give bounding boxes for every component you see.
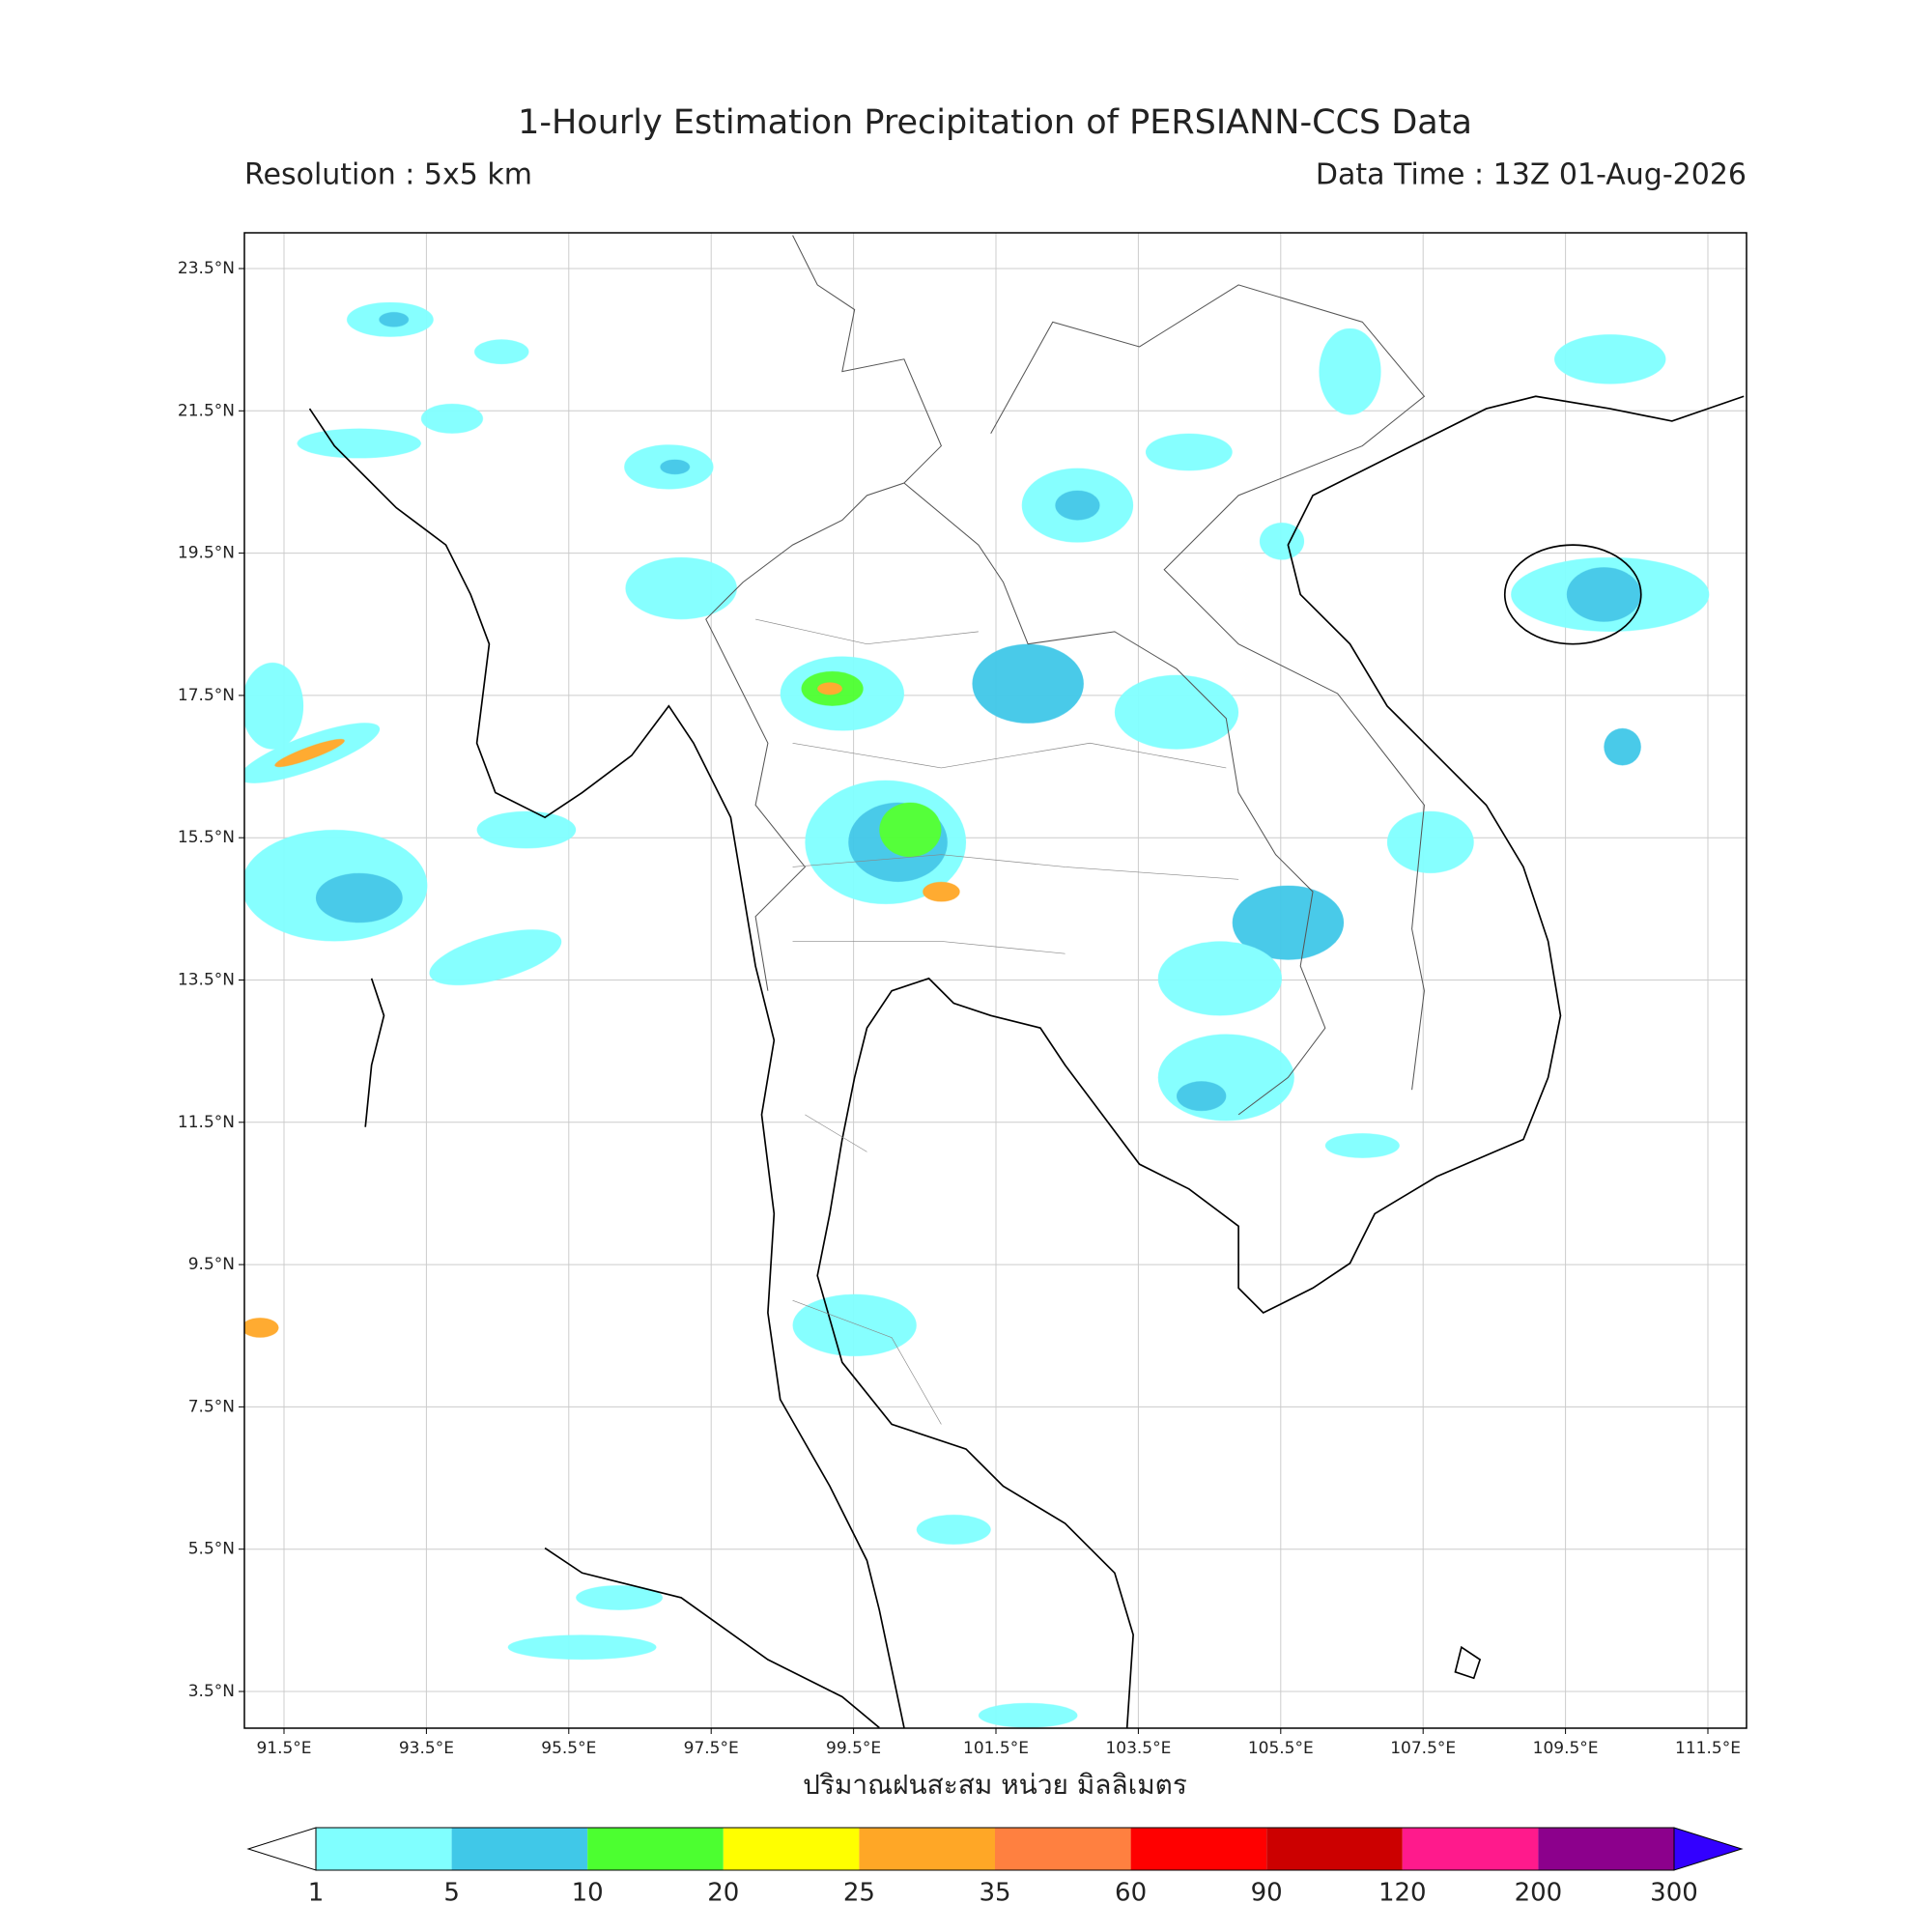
lon-tick-label: 97.5°E	[684, 1739, 739, 1758]
colorbar-tick-label: 5	[443, 1879, 460, 1908]
colorbar-segment	[316, 1828, 452, 1870]
lat-tick-label: 15.5°N	[178, 828, 235, 847]
colorbar-segment	[451, 1828, 588, 1870]
colorbar-under	[246, 1827, 317, 1871]
colorbar-tick-label: 90	[1251, 1879, 1283, 1908]
lat-tick-label: 5.5°N	[188, 1540, 235, 1559]
colorbar-frame	[315, 1827, 1675, 1871]
lat-tick-label: 17.5°N	[178, 686, 235, 705]
lon-tick-label: 101.5°E	[963, 1739, 1029, 1758]
resolution: Resolution : 5x5 km	[244, 158, 532, 192]
island	[1454, 1645, 1482, 1680]
colorbar: 1 5 10 20 25 35 60 90 120 200 300	[246, 1827, 1744, 1908]
lon-tick-label: 105.5°E	[1248, 1739, 1314, 1758]
lat-tick-label: 23.5°N	[178, 259, 235, 278]
colorbar-segment	[1130, 1828, 1267, 1870]
coastline	[816, 395, 1745, 1728]
lon-tick-label: 99.5°E	[826, 1739, 881, 1758]
coastline	[308, 408, 905, 1728]
border	[990, 284, 1426, 1091]
colorbar-tick-label: 20	[707, 1879, 739, 1908]
colorbar-tick-label: 300	[1650, 1879, 1698, 1908]
title: 1-Hourly Estimation Precipitation of PER…	[518, 103, 1472, 142]
border	[705, 235, 943, 991]
colorbar-segment	[1402, 1828, 1539, 1870]
colorbar-over	[1673, 1827, 1744, 1871]
lat-tick-label: 7.5°N	[188, 1397, 235, 1416]
border	[903, 482, 1326, 1116]
colorbar-segment	[1266, 1828, 1403, 1870]
island	[1503, 544, 1642, 645]
colorbar-tick-label: 10	[572, 1879, 604, 1908]
lon-tick-label: 91.5°E	[256, 1739, 311, 1758]
lat-tick-label: 19.5°N	[178, 544, 235, 563]
rain	[244, 301, 1710, 1728]
lat-tick-label: 13.5°N	[178, 971, 235, 990]
lat-tick-label: 9.5°N	[188, 1255, 235, 1274]
colorbar-segment	[1538, 1828, 1674, 1870]
lat-tick-label: 3.5°N	[188, 1682, 235, 1701]
lon-tick-label: 95.5°E	[541, 1739, 596, 1758]
colorbar-tick-label: 60	[1115, 1879, 1147, 1908]
colorbar-tick-label: 120	[1378, 1879, 1427, 1908]
colorbar-tick-label: 25	[843, 1879, 875, 1908]
lat-tick-label: 21.5°N	[178, 401, 235, 420]
colorbar-segment	[859, 1828, 995, 1870]
colorbar-segment	[587, 1828, 724, 1870]
colorbar-tick-label: 1	[308, 1879, 325, 1908]
colorbar-tick-label: 200	[1515, 1879, 1563, 1908]
province-lines	[755, 618, 1239, 1425]
colorbar-segment	[995, 1828, 1131, 1870]
lat-tick-label: 11.5°N	[178, 1113, 235, 1132]
colorbar-tick-label: 35	[979, 1879, 1010, 1908]
data-time: Data Time : 13Z 01-Aug-2026	[1316, 158, 1747, 192]
map	[244, 235, 1745, 1728]
lon-tick-label: 111.5°E	[1675, 1739, 1741, 1758]
lon-tick-label: 107.5°E	[1390, 1739, 1456, 1758]
colorbar-segment	[723, 1828, 860, 1870]
coastline	[544, 1547, 880, 1728]
lon-tick-label: 93.5°E	[399, 1739, 454, 1758]
island	[364, 978, 385, 1127]
lon-tick-label: 109.5°E	[1533, 1739, 1599, 1758]
colorbar-label: ปริมาณฝนสะสม หน่วย มิลลิเมตร	[803, 1769, 1187, 1801]
lon-tick-label: 103.5°E	[1105, 1739, 1171, 1758]
